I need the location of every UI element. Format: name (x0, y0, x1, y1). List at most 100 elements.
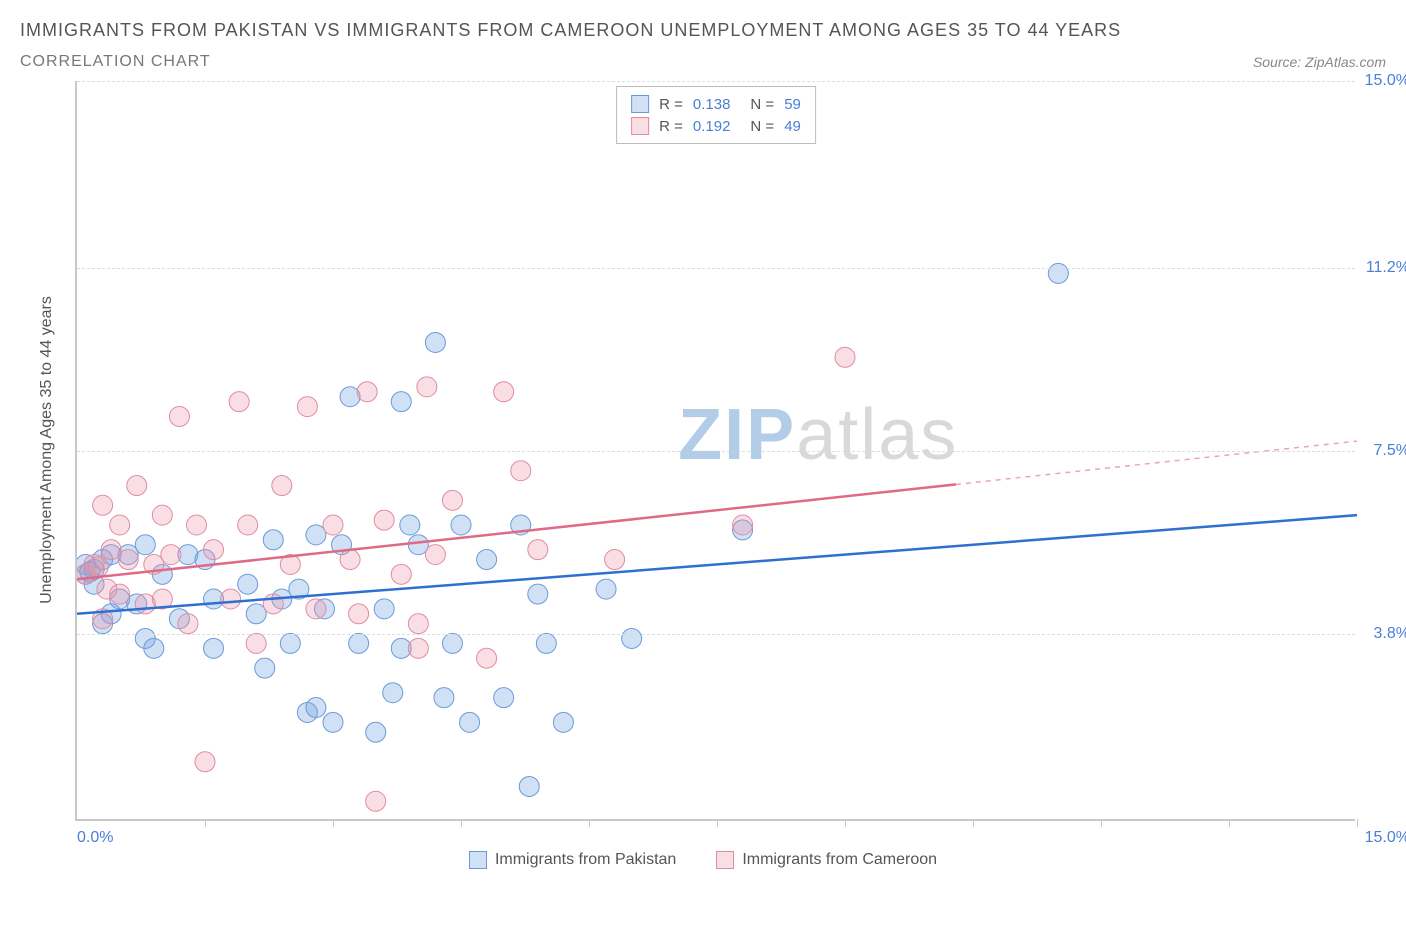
stats-legend: R = 0.138 N = 59 R = 0.192N = 49 (616, 86, 816, 144)
data-point (417, 377, 437, 397)
legend-swatch (631, 95, 649, 113)
data-point (88, 557, 108, 577)
data-point (221, 589, 241, 609)
plot-area: Unemployment Among Ages 35 to 44 years Z… (75, 81, 1355, 821)
legend-swatch (631, 117, 649, 135)
data-point (391, 392, 411, 412)
chart-source: Source: ZipAtlas.com (1253, 54, 1386, 70)
series-legend-label: Immigrants from Pakistan (495, 851, 676, 869)
legend-swatch (469, 851, 487, 869)
chart-subtitle: CORRELATION CHART (20, 53, 211, 71)
x-tick-mark (461, 819, 462, 827)
data-point (152, 505, 172, 525)
data-point (391, 564, 411, 584)
legend-swatch (716, 851, 734, 869)
x-tick-mark (333, 819, 334, 827)
data-point (366, 791, 386, 811)
data-point (442, 633, 462, 653)
stat-r-value: 0.138 (693, 96, 731, 113)
data-point (110, 515, 130, 535)
data-point (383, 683, 403, 703)
stat-n-label: N = (750, 96, 774, 113)
data-point (553, 712, 573, 732)
y-tick-label: 3.8% (1374, 625, 1406, 643)
data-point (255, 658, 275, 678)
data-point (835, 347, 855, 367)
x-tick-mark (1229, 819, 1230, 827)
chart-title: IMMIGRANTS FROM PAKISTAN VS IMMIGRANTS F… (20, 20, 1386, 41)
x-tick-mark (589, 819, 590, 827)
y-axis-label: Unemployment Among Ages 35 to 44 years (38, 296, 56, 604)
stat-n-label: N = (750, 118, 774, 135)
y-tick-label: 7.5% (1374, 442, 1406, 460)
subtitle-row: CORRELATION CHART Source: ZipAtlas.com (20, 53, 1386, 71)
x-tick-mark (1101, 819, 1102, 827)
x-tick-mark (205, 819, 206, 827)
data-point (272, 476, 292, 496)
data-point (425, 332, 445, 352)
gridline (77, 81, 1355, 82)
x-tick-mark (845, 819, 846, 827)
data-point (442, 490, 462, 510)
data-point (408, 614, 428, 634)
y-tick-label: 11.2% (1366, 259, 1406, 277)
data-point (238, 515, 258, 535)
x-tick-mark (717, 819, 718, 827)
data-point (460, 712, 480, 732)
data-point (596, 579, 616, 599)
data-point (622, 628, 642, 648)
data-point (246, 633, 266, 653)
data-point (204, 638, 224, 658)
stats-legend-row: R = 0.138 N = 59 (631, 93, 801, 115)
data-point (238, 574, 258, 594)
stat-n-value: 59 (784, 96, 801, 113)
stats-legend-row: R = 0.192N = 49 (631, 115, 801, 137)
data-point (229, 392, 249, 412)
data-point (408, 638, 428, 658)
data-point (494, 688, 514, 708)
data-point (127, 476, 147, 496)
data-point (477, 550, 497, 570)
header: IMMIGRANTS FROM PAKISTAN VS IMMIGRANTS F… (20, 20, 1386, 71)
data-point (528, 540, 548, 560)
data-point (528, 584, 548, 604)
gridline (77, 634, 1355, 635)
data-point (297, 397, 317, 417)
trend-line (77, 515, 1357, 614)
data-point (263, 530, 283, 550)
stat-n-value: 49 (784, 118, 801, 135)
data-point (519, 776, 539, 796)
series-legend: Immigrants from Pakistan Immigrants from … (20, 851, 1386, 869)
data-point (97, 579, 117, 599)
data-point (357, 382, 377, 402)
data-point (511, 461, 531, 481)
trend-line (77, 484, 956, 579)
data-point (323, 712, 343, 732)
data-point (434, 688, 454, 708)
data-point (169, 406, 189, 426)
data-point (118, 550, 138, 570)
stat-r-label: R = (659, 96, 683, 113)
data-point (280, 633, 300, 653)
data-point (1048, 263, 1068, 283)
data-point (204, 540, 224, 560)
data-point (477, 648, 497, 668)
series-legend-item: Immigrants from Cameroon (716, 851, 937, 869)
data-point (93, 495, 113, 515)
data-point (349, 633, 369, 653)
data-point (195, 752, 215, 772)
x-tick-mark (1357, 819, 1358, 827)
data-point (340, 550, 360, 570)
trend-line-extrapolated (956, 441, 1357, 484)
data-point (366, 722, 386, 742)
data-point (178, 614, 198, 634)
x-min-label: 0.0% (77, 829, 113, 847)
y-tick-label: 15.0% (1365, 72, 1406, 90)
data-point (161, 545, 181, 565)
gridline (77, 451, 1355, 452)
data-point (144, 638, 164, 658)
x-max-label: 15.0% (1365, 829, 1406, 847)
series-legend-label: Immigrants from Cameroon (742, 851, 937, 869)
data-point (349, 604, 369, 624)
data-point (374, 599, 394, 619)
